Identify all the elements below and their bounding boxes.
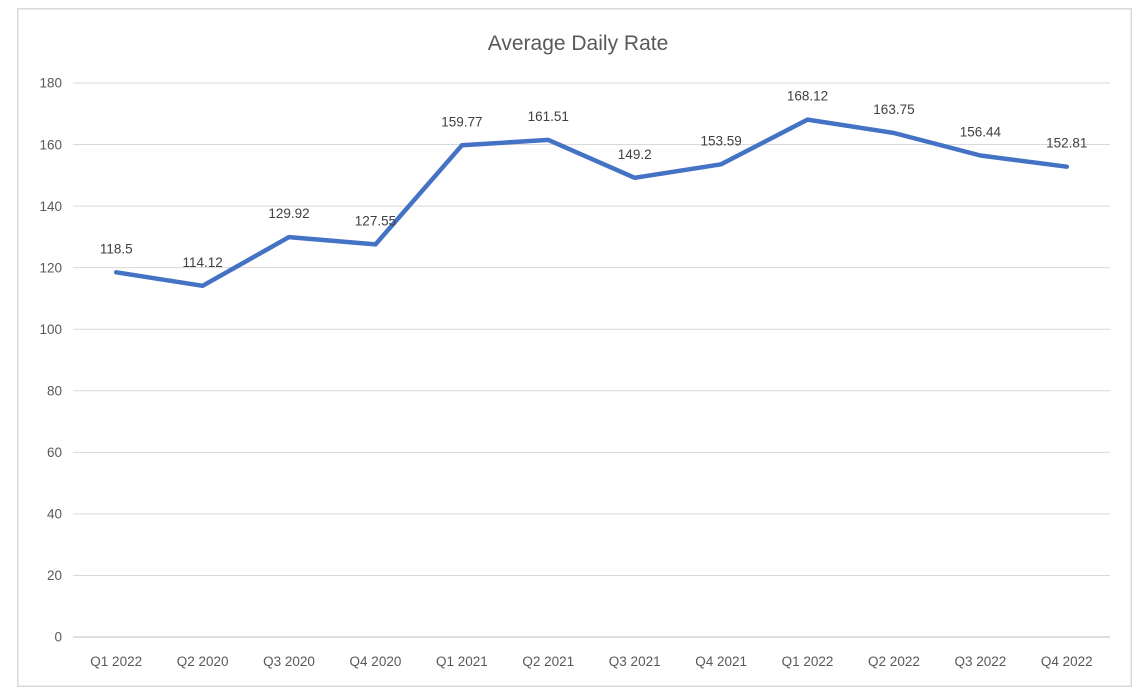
x-tick-label: Q1 2022 xyxy=(90,654,142,669)
data-point-label: 159.77 xyxy=(441,114,482,129)
data-point-label: 168.12 xyxy=(787,89,828,104)
x-tick-label: Q2 2020 xyxy=(177,654,229,669)
x-tick-label: Q2 2021 xyxy=(522,654,574,669)
data-point-label: 114.12 xyxy=(182,255,222,270)
y-tick-label: 180 xyxy=(39,76,62,91)
x-tick-label: Q4 2022 xyxy=(1041,654,1093,669)
data-point-label: 149.2 xyxy=(618,147,652,162)
chart-title: Average Daily Rate xyxy=(488,32,669,55)
y-tick-label: 140 xyxy=(39,199,62,214)
data-point-label: 153.59 xyxy=(700,133,741,148)
x-tick-label: Q4 2021 xyxy=(695,654,747,669)
chart-border xyxy=(17,8,1132,687)
data-point-label: 152.81 xyxy=(1046,136,1087,151)
y-tick-label: 20 xyxy=(47,568,62,583)
y-tick-label: 80 xyxy=(47,384,62,399)
x-tick-label: Q2 2022 xyxy=(868,654,920,669)
y-tick-label: 160 xyxy=(39,137,62,152)
x-tick-label: Q3 2021 xyxy=(609,654,661,669)
x-tick-label: Q1 2022 xyxy=(782,654,834,669)
y-tick-label: 40 xyxy=(47,507,62,522)
data-point-label: 127.55 xyxy=(355,213,396,228)
y-tick-label: 120 xyxy=(39,260,62,275)
x-tick-label: Q4 2020 xyxy=(350,654,402,669)
y-tick-label: 0 xyxy=(54,630,62,645)
series-line xyxy=(113,117,1070,289)
x-tick-label: Q3 2020 xyxy=(263,654,315,669)
data-point-label: 156.44 xyxy=(960,125,1002,140)
data-point-label: 163.75 xyxy=(873,102,914,117)
data-point-label: 118.5 xyxy=(100,241,133,256)
x-tick-label: Q3 2022 xyxy=(954,654,1006,669)
data-point-label: 129.92 xyxy=(268,206,309,221)
y-tick-label: 60 xyxy=(47,445,62,460)
x-tick-label: Q1 2021 xyxy=(436,654,488,669)
y-tick-label: 100 xyxy=(39,322,62,337)
data-point-label: 161.51 xyxy=(528,109,569,124)
